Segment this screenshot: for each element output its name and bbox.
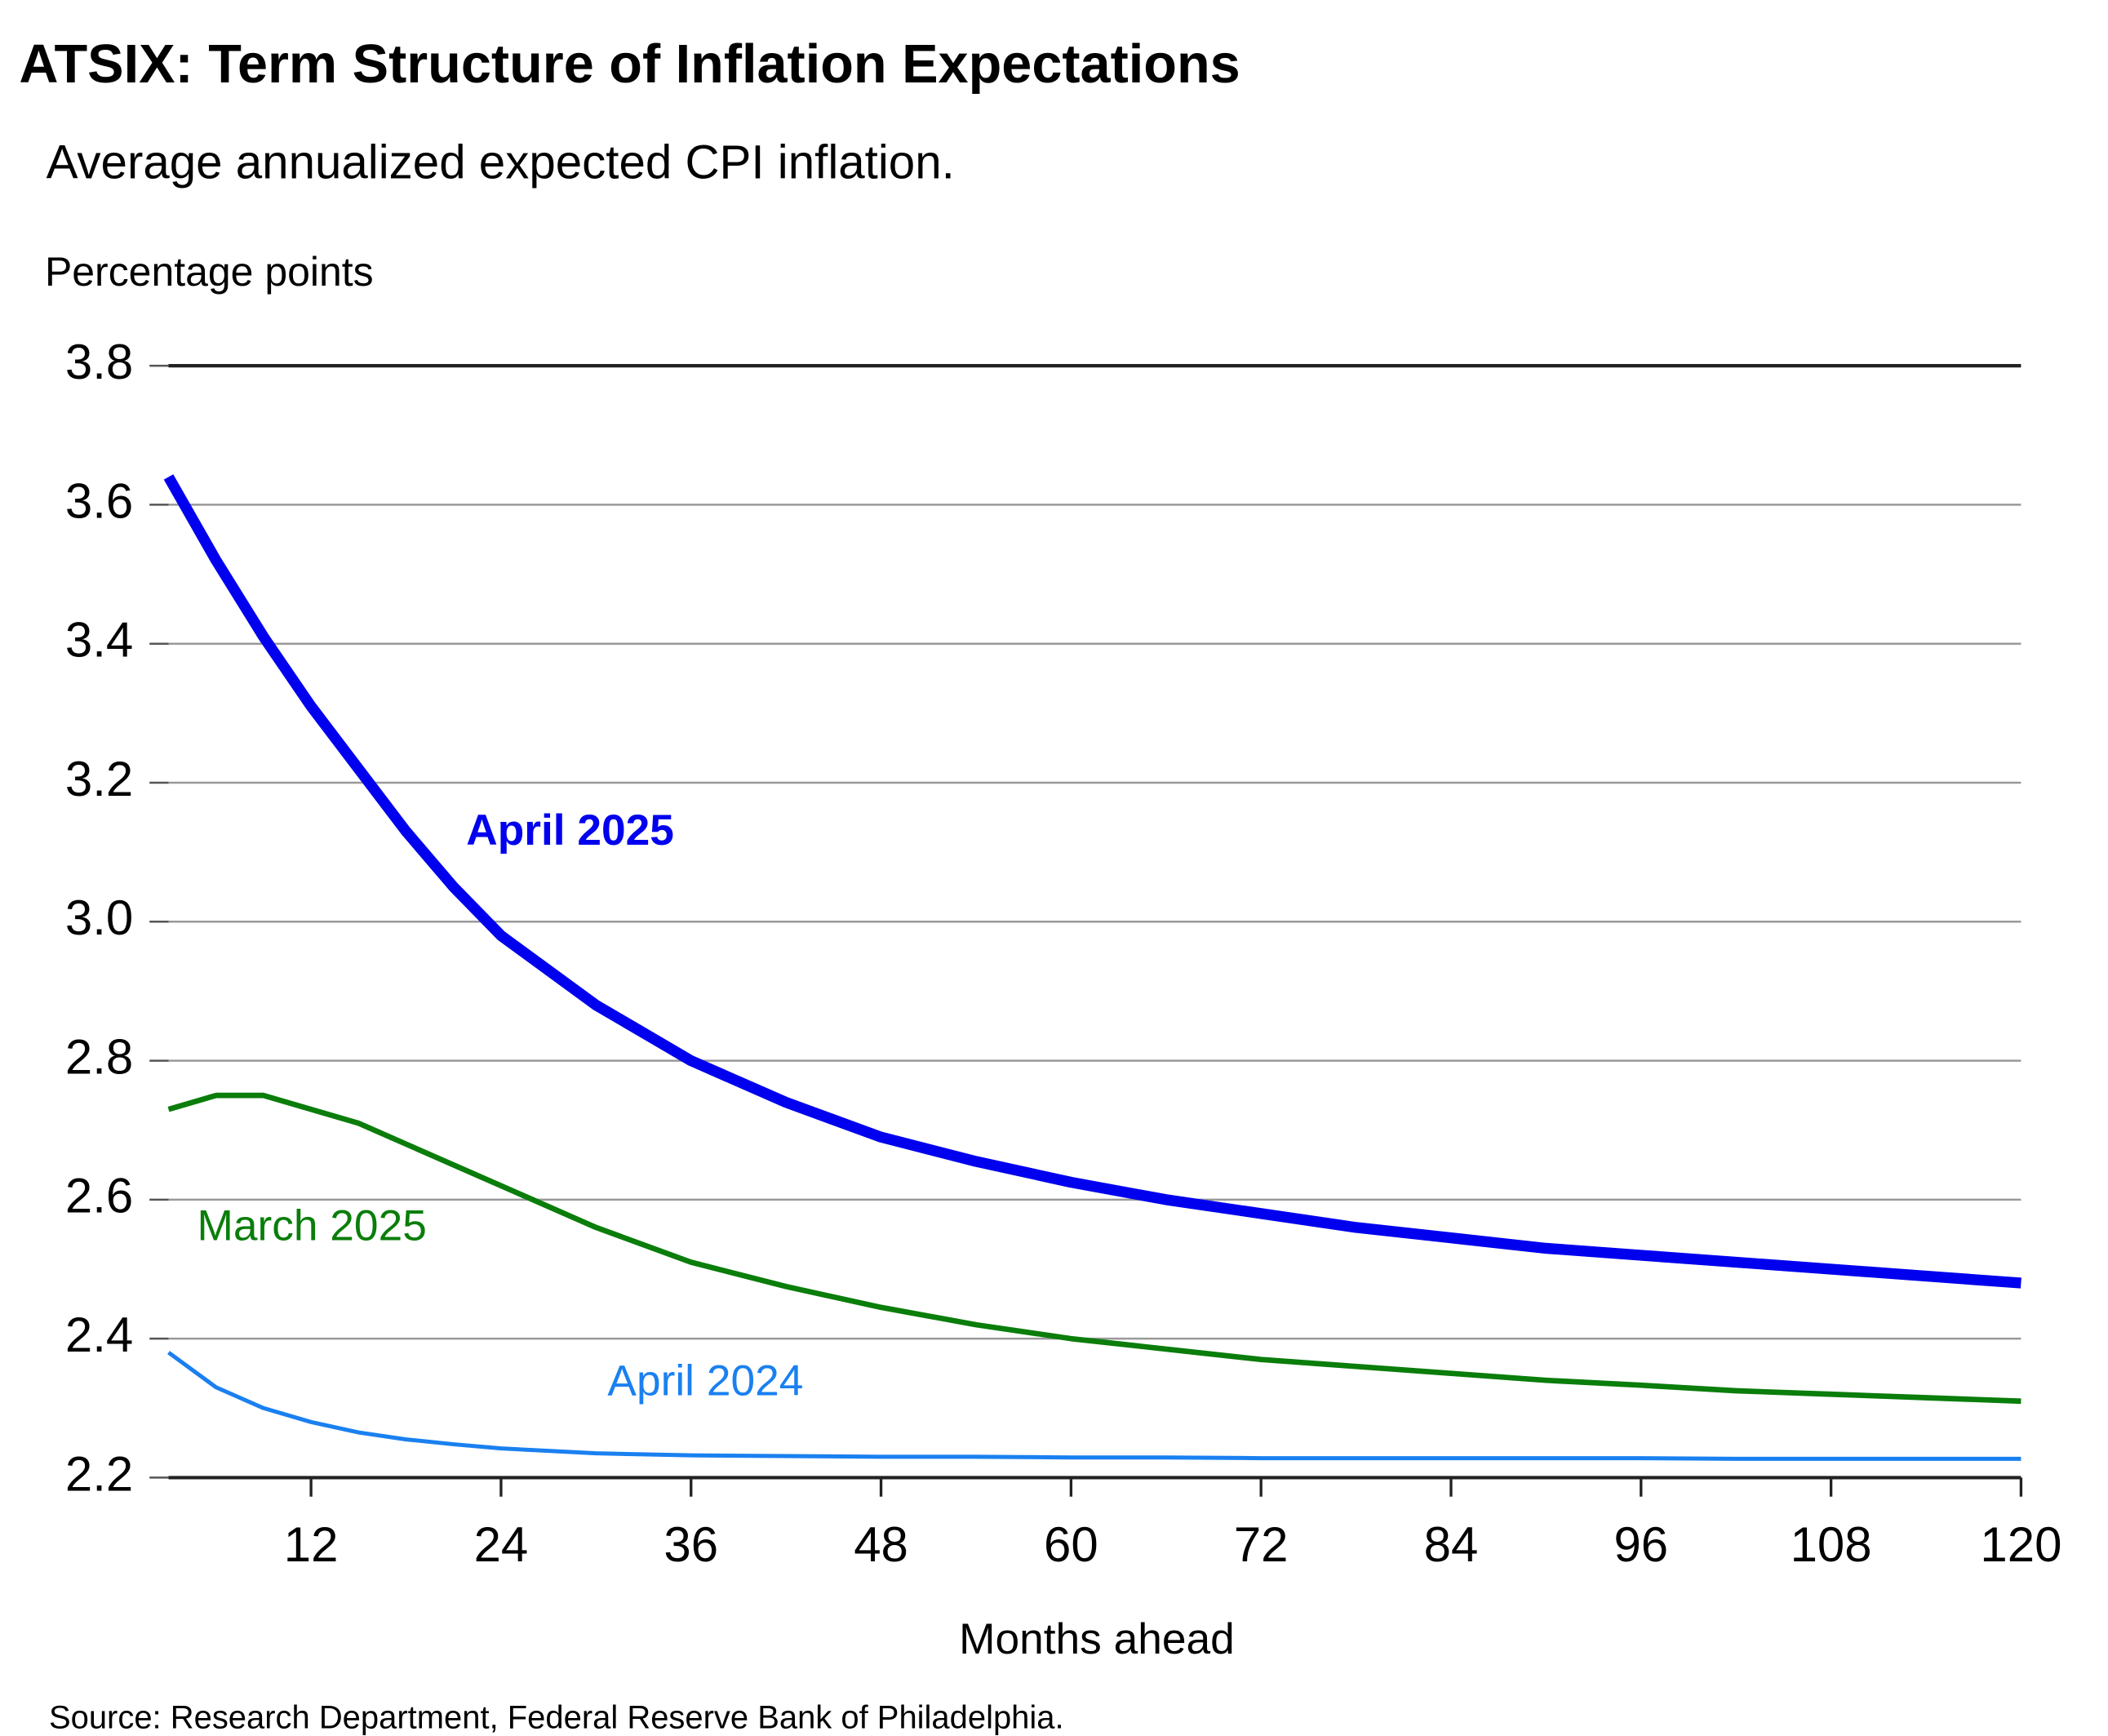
source-note: Source: Research Department, Federal Res…	[49, 1699, 1064, 1735]
y-tick-label: 2.8	[65, 1029, 133, 1084]
y-tick-label: 3.8	[65, 335, 133, 389]
x-tick-label: 36	[663, 1517, 718, 1572]
series-line	[167, 1351, 2021, 1461]
y-tick-label: 2.4	[65, 1308, 133, 1362]
x-axis-label: Months ahead	[959, 1615, 1235, 1663]
series-line	[167, 1092, 2021, 1405]
y-tick-label: 2.6	[65, 1169, 133, 1223]
x-tick-label: 60	[1044, 1517, 1098, 1572]
y-tick-label: 3.0	[65, 890, 133, 945]
x-tick-label: 48	[854, 1517, 908, 1572]
x-tick-label: 12	[284, 1517, 339, 1572]
x-tick-label: 84	[1424, 1517, 1479, 1572]
y-tick-label: 2.2	[65, 1446, 133, 1501]
y-axis-label: Percentage points	[45, 249, 374, 295]
x-tick-label: 96	[1613, 1517, 1668, 1572]
series-label: March 2025	[197, 1202, 426, 1250]
series-line	[163, 474, 2021, 1289]
x-tick-label: 24	[474, 1517, 529, 1572]
chart-subtitle: Average annualized expected CPI inflatio…	[47, 136, 955, 189]
series-label: April 2024	[607, 1357, 803, 1405]
x-tick-label: 108	[1791, 1517, 1872, 1572]
y-tick-label: 3.6	[65, 473, 133, 528]
y-tick-label: 3.2	[65, 752, 133, 806]
series-label: April 2025	[466, 806, 674, 855]
x-tick-label: 120	[1980, 1517, 2061, 1572]
y-tick-label: 3.4	[65, 613, 133, 668]
chart-title: ATSIX: Term Structure of Inflation Expec…	[19, 34, 1240, 95]
x-tick-label: 72	[1234, 1517, 1289, 1572]
